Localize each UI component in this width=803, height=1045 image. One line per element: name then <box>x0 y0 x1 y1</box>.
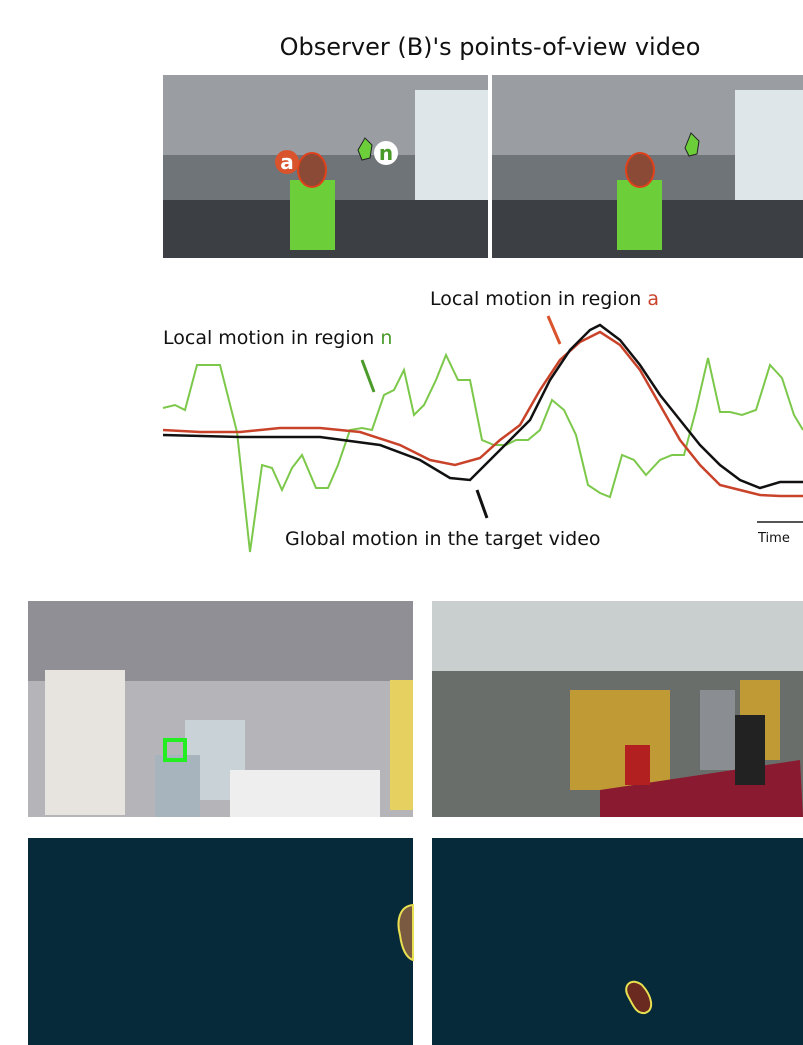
label-text: Local motion in region <box>163 327 374 349</box>
title: Observer (B)'s points-of-view video <box>280 33 701 61</box>
region-n <box>684 132 700 157</box>
person <box>290 180 335 250</box>
mask <box>432 838 803 1045</box>
label-badge <box>275 150 299 174</box>
player <box>625 745 650 785</box>
label-global: Global motion in the target video <box>285 528 601 550</box>
region-n <box>357 137 373 161</box>
pointer <box>546 315 562 345</box>
person <box>617 180 662 250</box>
label-text: Local motion in region <box>430 288 641 310</box>
global-motion <box>162 323 803 490</box>
mask <box>28 838 413 1045</box>
ceiling <box>28 601 413 681</box>
local-motion-n <box>162 352 803 553</box>
locker <box>700 690 735 770</box>
pointer <box>475 489 489 519</box>
person <box>735 715 765 785</box>
door <box>570 690 670 790</box>
head-region <box>297 152 327 188</box>
pointer <box>360 359 376 393</box>
person <box>390 680 413 810</box>
region-letter: a <box>647 288 659 310</box>
head-region <box>625 152 655 188</box>
person <box>155 755 200 817</box>
motion-graph: Local motion in region a Local motion in… <box>162 288 803 553</box>
local-motion-a <box>162 330 803 498</box>
region-label: a <box>280 150 294 174</box>
region-label: n <box>379 141 393 165</box>
sample-photos <box>28 601 803 1045</box>
time-label: Time <box>757 531 790 546</box>
mask-region <box>625 980 653 1015</box>
label-n: Local motion in region n <box>163 327 392 349</box>
label-a: Local motion in region a <box>430 288 659 310</box>
ceiling <box>432 601 803 671</box>
mask-region <box>397 903 414 962</box>
desk <box>230 770 380 817</box>
label-badge <box>374 141 398 165</box>
gaze-box <box>163 738 187 762</box>
region-letter: n <box>380 327 392 349</box>
video-frames: a n <box>163 75 803 258</box>
cabinet <box>45 670 125 815</box>
